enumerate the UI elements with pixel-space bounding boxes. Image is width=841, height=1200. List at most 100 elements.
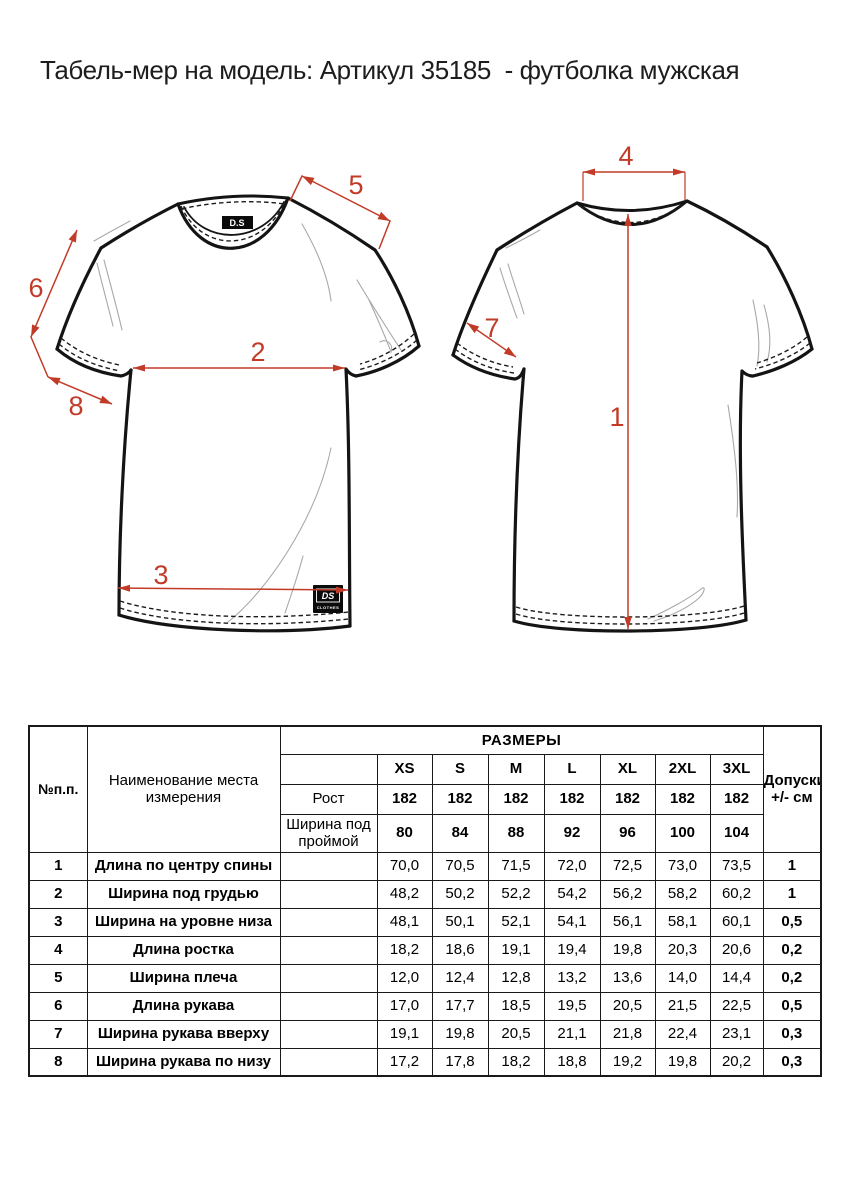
measurement-row: 5 Ширина плеча 12,0 12,4 12,8 13,2 13,6 14,0 14,… bbox=[28, 963, 822, 993]
measurement-value: 19,8 bbox=[599, 935, 656, 965]
height-value: 182 bbox=[431, 783, 489, 815]
measurement-value: 17,7 bbox=[431, 991, 489, 1021]
measurement-value: 21,1 bbox=[543, 1019, 601, 1049]
dim-arrow-4: 4 bbox=[582, 141, 686, 201]
measurement-value: 72,0 bbox=[543, 851, 601, 881]
measurement-value: 19,8 bbox=[431, 1019, 489, 1049]
dim-arrow-1: 1 bbox=[609, 214, 632, 629]
measurement-name: Длина рукава bbox=[86, 991, 281, 1021]
size-column-header: 2XL bbox=[654, 753, 711, 785]
row-number: 6 bbox=[28, 991, 88, 1021]
size-column-header: XL bbox=[599, 753, 656, 785]
measurement-value: 12,4 bbox=[431, 963, 489, 993]
measurement-value: 54,2 bbox=[543, 879, 601, 909]
measurement-value: 71,5 bbox=[487, 851, 545, 881]
measurement-value: 18,6 bbox=[431, 935, 489, 965]
tolerance-value: 0,5 bbox=[762, 991, 822, 1021]
measurement-value: 22,4 bbox=[654, 1019, 711, 1049]
row-number: 7 bbox=[28, 1019, 88, 1049]
dim-arrow-3: 3 bbox=[117, 560, 349, 594]
measurement-value: 52,1 bbox=[487, 907, 545, 937]
height-value: 182 bbox=[376, 783, 433, 815]
armhole-width-value: 88 bbox=[487, 813, 545, 853]
col-group-header-sizes: РАЗМЕРЫ bbox=[279, 725, 764, 755]
dim-arrow-7: 7 bbox=[466, 313, 517, 358]
measurement-value: 20,3 bbox=[654, 935, 711, 965]
spacer-cell bbox=[279, 935, 378, 965]
measurement-value: 56,2 bbox=[599, 879, 656, 909]
measurement-row: 6 Длина рукава 17,0 17,7 18,5 19,5 20,5 21,5 22,… bbox=[28, 991, 822, 1021]
tolerance-value: 1 bbox=[762, 851, 822, 881]
measurement-value: 19,1 bbox=[376, 1019, 433, 1049]
armhole-width-value: 92 bbox=[543, 813, 601, 853]
collar-tag-text: D.S bbox=[229, 218, 244, 228]
row-number: 5 bbox=[28, 963, 88, 993]
measurement-value: 48,2 bbox=[376, 879, 433, 909]
spacer-cell bbox=[279, 991, 378, 1021]
height-row: Рост 182 182 182 182 182 182 182 bbox=[29, 783, 821, 815]
dim-label-1: 1 bbox=[609, 402, 624, 432]
table-header-row: №п.п. Наименование места измерения РАЗМЕ… bbox=[28, 725, 822, 853]
dim-arrow-6: 6 bbox=[28, 229, 78, 378]
measurement-value: 13,6 bbox=[599, 963, 656, 993]
measurement-value: 21,8 bbox=[599, 1019, 656, 1049]
tolerance-value: 0,2 bbox=[762, 935, 822, 965]
size-table: №п.п. Наименование места измерения РАЗМЕ… bbox=[28, 725, 823, 1077]
dim-label-7: 7 bbox=[484, 313, 499, 343]
measurement-value: 20,5 bbox=[487, 1019, 545, 1049]
height-value: 182 bbox=[709, 783, 764, 815]
measurement-value: 18,2 bbox=[487, 1047, 545, 1077]
spacer-cell bbox=[279, 1019, 378, 1049]
measurement-value: 58,2 bbox=[654, 879, 711, 909]
measurement-row: 8 Ширина рукава по низу 17,2 17,8 18,2 18,8 19… bbox=[28, 1047, 822, 1077]
measurement-value: 23,1 bbox=[709, 1019, 764, 1049]
measurement-value: 17,2 bbox=[376, 1047, 433, 1077]
hem-tag-caption: CLOTHES bbox=[317, 605, 340, 610]
row-number: 3 bbox=[28, 907, 88, 937]
height-value: 182 bbox=[487, 783, 545, 815]
measurement-value: 50,2 bbox=[431, 879, 489, 909]
measurement-row: 2 Ширина под грудью 48,2 50,2 52,2 54,2 56,2 58… bbox=[28, 879, 822, 909]
measurement-value: 18,8 bbox=[543, 1047, 601, 1077]
spacer-cell bbox=[279, 907, 378, 937]
size-labels-row: XS S M L XL 2XL 3XL bbox=[29, 753, 821, 785]
tolerance-value: 0,3 bbox=[762, 1019, 822, 1049]
spacer-header-cell bbox=[279, 753, 378, 785]
height-value: 182 bbox=[654, 783, 711, 815]
dim-label-2: 2 bbox=[250, 337, 265, 367]
measurement-row: 1 Длина по центру спины 70,0 70,5 71,5 72,0 72… bbox=[28, 851, 822, 881]
measurement-name: Ширина рукава вверху bbox=[86, 1019, 281, 1049]
col-header-row-number: №п.п. bbox=[28, 725, 88, 853]
measurement-value: 17,8 bbox=[431, 1047, 489, 1077]
collar-brand-tag: D.S bbox=[222, 216, 253, 229]
measurement-value: 18,2 bbox=[376, 935, 433, 965]
page-title: Табель-мер на модель: Артикул 35185 - фу… bbox=[40, 55, 740, 85]
dim-label-6: 6 bbox=[28, 273, 43, 303]
measurement-value: 70,0 bbox=[376, 851, 433, 881]
spacer-cell bbox=[279, 963, 378, 993]
tolerance-value: 0,3 bbox=[762, 1047, 822, 1077]
armhole-width-value: 84 bbox=[431, 813, 489, 853]
measurement-name: Ширина рукава по низу bbox=[86, 1047, 281, 1077]
measurement-value: 19,1 bbox=[487, 935, 545, 965]
spacer-cell bbox=[279, 1047, 378, 1077]
measurement-value: 56,1 bbox=[599, 907, 656, 937]
measurement-name: Длина ростка bbox=[86, 935, 281, 965]
hem-brand-tag: DS CLOTHES bbox=[313, 585, 343, 613]
tolerance-value: 0,5 bbox=[762, 907, 822, 937]
measurement-value: 60,2 bbox=[709, 879, 764, 909]
dim-label-8: 8 bbox=[68, 391, 83, 421]
row-number: 1 bbox=[28, 851, 88, 881]
measurement-row: 7 Ширина рукава вверху 19,1 19,8 20,5 21,1 21,… bbox=[28, 1019, 822, 1049]
height-row-label: Рост bbox=[279, 783, 378, 815]
col-header-tolerance: Допуски +/- см bbox=[762, 725, 822, 853]
measurement-name: Длина по центру спины bbox=[86, 851, 281, 881]
size-column-header: M bbox=[487, 753, 545, 785]
measurement-value: 52,2 bbox=[487, 879, 545, 909]
measurement-value: 21,5 bbox=[654, 991, 711, 1021]
measurement-value: 20,6 bbox=[709, 935, 764, 965]
size-column-header: XS bbox=[376, 753, 433, 785]
measurement-value: 19,2 bbox=[599, 1047, 656, 1077]
dim-arrow-5: 5 bbox=[289, 170, 391, 250]
